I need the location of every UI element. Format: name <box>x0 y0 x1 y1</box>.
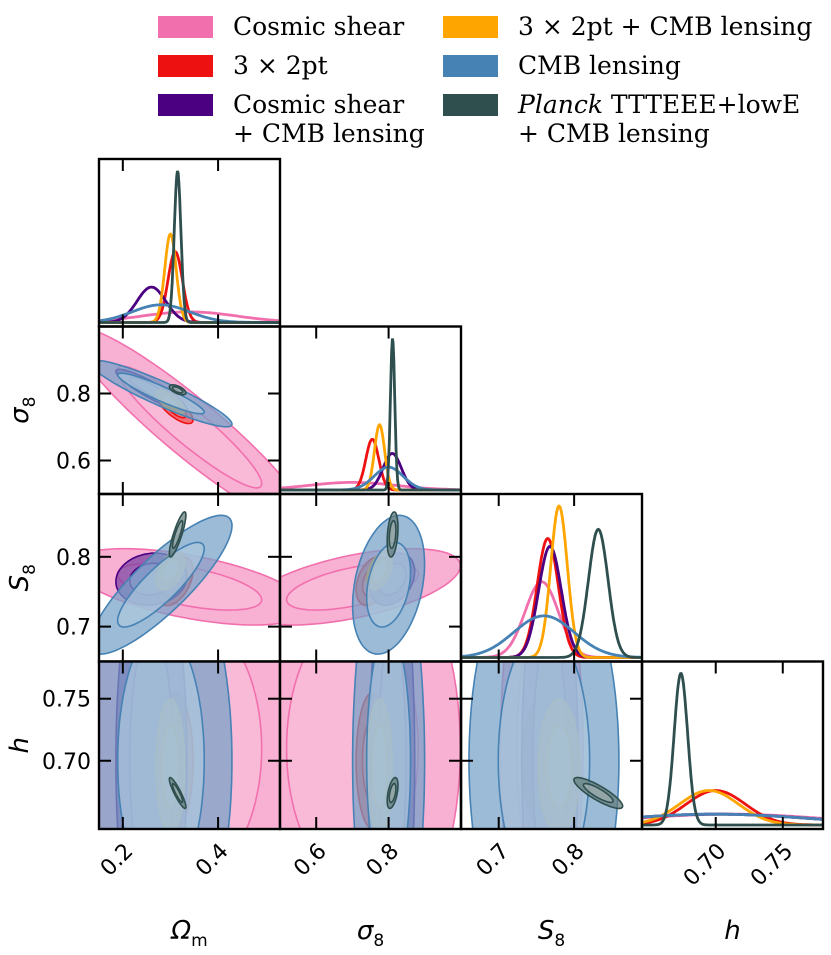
x-tick-label: 0.70 <box>679 839 731 891</box>
contour-ellipse <box>497 661 591 829</box>
legend-item: 3 × 2pt + CMB lensing <box>443 12 812 41</box>
x-tick-label: 0.8 <box>362 839 404 881</box>
marginal-curve <box>461 527 642 659</box>
contour-ellipse <box>388 519 397 550</box>
legend-item: Cosmic shear + CMB lensing <box>158 90 425 148</box>
x-axis-label: S8 <box>538 916 565 951</box>
legend-swatch <box>443 94 498 116</box>
legend-item: 3 × 2pt <box>158 51 328 80</box>
legend-swatch <box>443 55 498 77</box>
contour-panel <box>99 331 280 494</box>
marginal-panel <box>99 170 280 324</box>
contour-ellipse <box>365 661 412 829</box>
panel-frame <box>278 325 463 496</box>
y-tick-label: 0.70 <box>42 750 91 775</box>
legend-swatch <box>158 16 213 38</box>
y-tick-label: 0.8 <box>56 546 91 571</box>
y-axis-label: h <box>5 737 35 753</box>
y-axis-label: σ8 <box>5 397 40 424</box>
contour-ellipse <box>116 541 205 628</box>
x-axis-label: Ωm <box>170 916 207 951</box>
y-axis-label: S8 <box>5 564 40 591</box>
y-tick-label: 0.8 <box>56 383 91 408</box>
panel-frame <box>459 492 644 663</box>
legend-label: CMB lensing <box>518 51 681 80</box>
x-tick-label: 0.7 <box>472 839 514 881</box>
legend-item: Cosmic shear <box>158 12 404 41</box>
marginal-panel <box>280 338 461 492</box>
legend-swatch <box>158 94 213 116</box>
marginal-curve <box>461 614 642 659</box>
y-tick-label: 0.7 <box>56 616 91 641</box>
legend-label: Cosmic shear <box>233 12 405 41</box>
legend-label: 3 × 2pt + CMB lensing <box>518 12 813 41</box>
x-axis-label: h <box>724 916 740 946</box>
marginal-curve <box>642 671 823 827</box>
marginal-panel <box>642 671 823 827</box>
legend: Cosmic shear 3 × 2pt Cosmic shear + CMB le… <box>0 0 831 150</box>
x-tick-label: 0.8 <box>547 839 589 881</box>
legend-item: CMB lensing <box>443 51 681 80</box>
contour-ellipse <box>116 372 205 415</box>
contour-ellipse <box>171 519 184 550</box>
legend-item: Planck TTTEEE+lowE + CMB lensing <box>443 90 800 148</box>
contour-panel <box>280 661 461 829</box>
x-tick-label: 0.2 <box>96 839 138 881</box>
contour-panel <box>99 511 280 655</box>
legend-swatch <box>443 16 498 38</box>
marginal-curve <box>461 504 642 659</box>
y-tick-label: 0.6 <box>56 450 91 475</box>
y-tick-label: 0.75 <box>42 688 91 713</box>
contour-ellipse <box>388 782 397 804</box>
contour-panel <box>99 661 280 829</box>
legend-label: Cosmic shear + CMB lensing <box>233 90 425 148</box>
x-axis-label: σ8 <box>357 916 384 951</box>
contour-ellipse <box>116 661 205 829</box>
marginal-curve <box>642 812 823 821</box>
x-tick-label: 0.75 <box>746 839 798 891</box>
panel-frame <box>640 660 825 831</box>
contour-panel <box>468 661 624 829</box>
legend-swatch <box>158 55 213 77</box>
x-tick-label: 0.4 <box>191 839 233 881</box>
marginal-curve <box>99 170 280 324</box>
legend-label: 3 × 2pt <box>233 51 328 80</box>
contour-ellipse <box>171 782 184 804</box>
contour-ellipse <box>171 385 184 394</box>
panel-frame <box>97 157 282 328</box>
marginal-panel <box>461 504 642 659</box>
marginal-curve <box>280 338 461 492</box>
contour-panel <box>280 511 461 655</box>
x-tick-label: 0.6 <box>289 839 331 881</box>
legend-label: Planck TTTEEE+lowE + CMB lensing <box>518 90 801 148</box>
contour-ellipse <box>582 782 614 804</box>
contour-ellipse <box>365 541 412 628</box>
